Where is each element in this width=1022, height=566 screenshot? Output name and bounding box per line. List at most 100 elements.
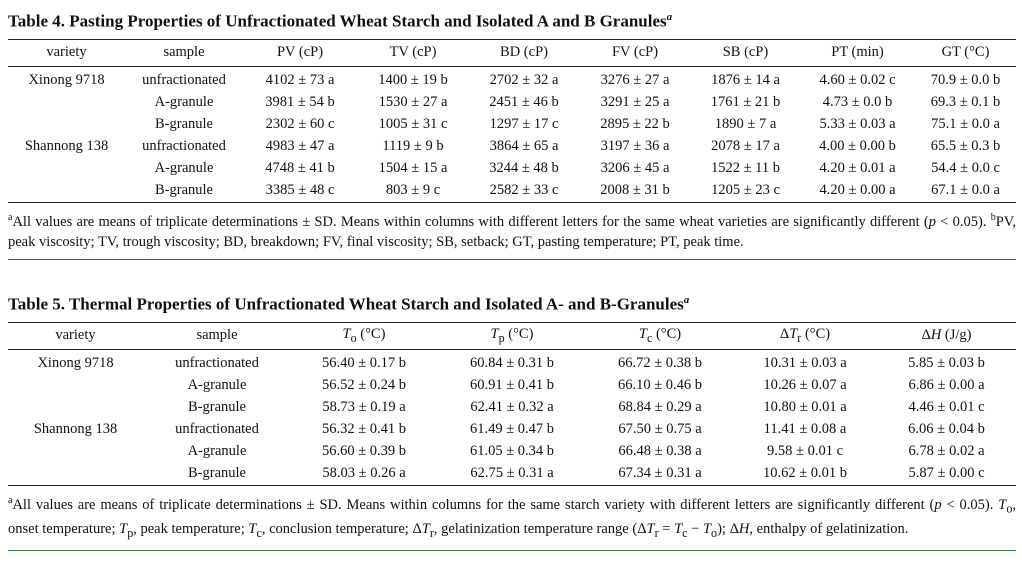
sample-cell: B-granule [155, 182, 213, 199]
table-4-top-rule [8, 38, 1016, 40]
value-cell: 3206 ± 45 a [600, 160, 670, 177]
value-cell: 803 ± 9 c [385, 182, 441, 199]
value-cell: 65.5 ± 0.3 b [930, 138, 1001, 155]
table-4-caption: Table 4. Pasting Properties of Unfractio… [8, 11, 673, 31]
value-cell: 60.91 ± 0.41 b [469, 377, 555, 394]
table-row: B-granule 2302 ± 60 c 1005 ± 31 c 1297 ± 17… [8, 114, 1016, 136]
sample-cell: unfractionated [175, 355, 259, 372]
sample-cell: A-granule [154, 94, 214, 111]
value-cell: 66.72 ± 0.38 b [617, 355, 703, 372]
column-header: sample [196, 327, 238, 344]
value-cell: 56.40 ± 0.17 b [321, 355, 407, 372]
value-cell: 3385 ± 48 c [265, 182, 335, 199]
value-cell: 2302 ± 60 c [265, 116, 335, 133]
value-cell: 56.60 ± 0.39 b [321, 443, 407, 460]
table-row: A-granule 3981 ± 54 b 1530 ± 27 a 2451 ± 46… [8, 92, 1016, 114]
table-4-body: Xinong 9718 unfractionated 4102 ± 73 a 1400… [8, 66, 1016, 202]
value-cell: 3244 ± 48 b [489, 160, 559, 177]
value-cell: 60.84 ± 0.31 b [469, 355, 555, 372]
table-5-grid: variety sample To (°C) Tp (°C) Tc (°C) Δ… [8, 323, 1016, 485]
value-cell: 58.73 ± 0.19 a [322, 399, 406, 416]
value-cell: 66.10 ± 0.46 b [617, 377, 703, 394]
table-4-grid: variety sample PV (cP) TV (cP) BD (cP) F… [8, 40, 1016, 202]
variety-cell: Xinong 9718 [37, 355, 114, 372]
value-cell: 3864 ± 65 a [489, 138, 559, 155]
value-cell: 58.03 ± 0.26 a [322, 465, 406, 482]
table-5-body: Xinong 9718 unfractionated 56.40 ± 0.17 b 6… [8, 349, 1016, 485]
value-cell: 3197 ± 36 a [600, 138, 670, 155]
value-cell: 10.62 ± 0.01 b [762, 465, 848, 482]
value-cell: 56.32 ± 0.41 b [321, 421, 407, 438]
variety-cell [8, 463, 143, 485]
value-cell: 4.60 ± 0.02 c [819, 72, 896, 89]
table-4-footnote: aAll values are means of triplicate dete… [8, 211, 1016, 251]
column-header: FV (cP) [611, 44, 659, 61]
value-cell: 3981 ± 54 b [265, 94, 335, 111]
value-cell: 4748 ± 41 b [265, 160, 335, 177]
table-5-footnote: aAll values are means of triplicate dete… [8, 494, 1016, 541]
column-header: PV (cP) [276, 44, 324, 61]
value-cell: 2582 ± 33 c [489, 182, 559, 199]
value-cell: 61.05 ± 0.34 b [469, 443, 555, 460]
table-row: A-granule 56.60 ± 0.39 b 61.05 ± 0.34 b 66.… [8, 441, 1016, 463]
value-cell: 1890 ± 7 a [714, 116, 777, 133]
value-cell: 6.86 ± 0.00 a [908, 377, 985, 394]
column-header: TV (cP) [389, 44, 437, 61]
value-cell: 67.34 ± 0.31 a [618, 465, 702, 482]
value-cell: 5.33 ± 0.03 a [819, 116, 896, 133]
table-5-bottom-rule [8, 484, 1016, 486]
table-5-top-rule [8, 321, 1016, 323]
value-cell: 9.58 ± 0.01 c [766, 443, 844, 460]
table-5: Table 5. Thermal Properties of Unfractio… [8, 289, 1016, 552]
sample-cell: B-granule [155, 116, 213, 133]
table-5-caption: Table 5. Thermal Properties of Unfractio… [8, 294, 690, 314]
sample-cell: A-granule [187, 377, 247, 394]
value-cell: 67.1 ± 0.0 a [931, 182, 1000, 199]
variety-cell: Shannong 138 [24, 138, 109, 155]
table-5-header-row: variety sample To (°C) Tp (°C) Tc (°C) Δ… [8, 323, 1016, 350]
table-row: Shannong 138 unfractionated 56.32 ± 0.41 b… [8, 419, 1016, 441]
value-cell: 1400 ± 19 b [378, 72, 448, 89]
value-cell: 3276 ± 27 a [600, 72, 670, 89]
table-4-end-rule [8, 259, 1016, 261]
value-cell: 56.52 ± 0.24 b [321, 377, 407, 394]
value-cell: 2451 ± 46 b [489, 94, 559, 111]
column-header-range: ΔTr (°C) [779, 325, 831, 345]
table-4-header-row: variety sample PV (cP) TV (cP) BD (cP) F… [8, 40, 1016, 67]
variety-cell [8, 92, 125, 114]
value-cell: 2895 ± 22 b [600, 116, 670, 133]
table-row: Xinong 9718 unfractionated 4102 ± 73 a 1400… [8, 66, 1016, 92]
value-cell: 10.80 ± 0.01 a [763, 399, 847, 416]
variety-cell [8, 114, 125, 136]
value-cell: 5.87 ± 0.00 c [908, 465, 985, 482]
sample-cell: B-granule [188, 399, 246, 416]
column-header-conclusion: Tc (°C) [638, 325, 682, 345]
value-cell: 1761 ± 21 b [710, 94, 781, 111]
column-header-enthalpy: ΔH (J/g) [921, 327, 972, 344]
column-header: variety [46, 44, 87, 61]
value-cell: 4.20 ± 0.01 a [819, 160, 896, 177]
value-cell: 6.06 ± 0.04 b [908, 421, 985, 438]
value-cell: 11.41 ± 0.08 a [763, 421, 847, 438]
value-cell: 5.85 ± 0.03 b [908, 355, 985, 372]
table-row: A-granule 4748 ± 41 b 1504 ± 15 a 3244 ± 48… [8, 158, 1016, 180]
value-cell: 2702 ± 32 a [489, 72, 559, 89]
value-cell: 2008 ± 31 b [600, 182, 670, 199]
value-cell: 70.9 ± 0.0 b [930, 72, 1001, 89]
value-cell: 1119 ± 9 b [382, 138, 444, 155]
value-cell: 4102 ± 73 a [265, 72, 335, 89]
table-row: B-granule 3385 ± 48 c 803 ± 9 c 2582 ± 33 c… [8, 180, 1016, 202]
variety-cell [8, 397, 143, 419]
sample-cell: A-granule [187, 443, 247, 460]
sample-cell: B-granule [188, 465, 246, 482]
variety-cell [8, 375, 143, 397]
table-row: Xinong 9718 unfractionated 56.40 ± 0.17 b 6… [8, 349, 1016, 375]
sample-cell: unfractionated [142, 72, 226, 89]
column-header: variety [55, 327, 96, 344]
column-header: GT (°C) [941, 44, 990, 61]
variety-cell [8, 180, 125, 202]
value-cell: 1205 ± 23 c [711, 182, 780, 199]
table-4: Table 4. Pasting Properties of Unfractio… [8, 6, 1016, 261]
variety-cell: Shannong 138 [33, 421, 118, 438]
